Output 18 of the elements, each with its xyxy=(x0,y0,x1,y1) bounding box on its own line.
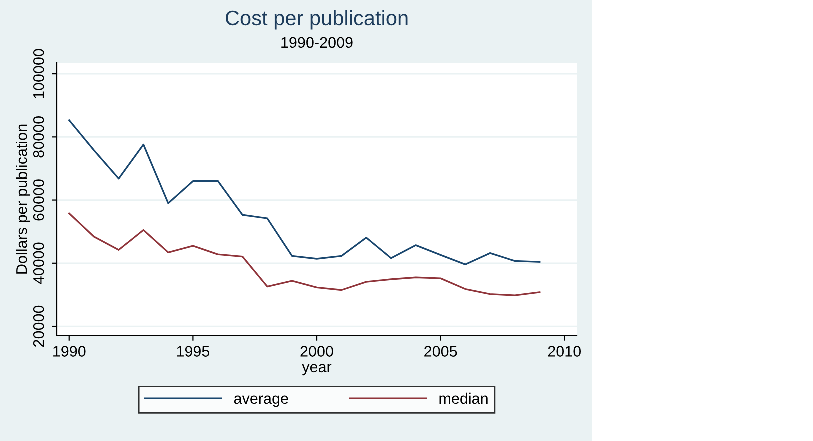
x-tick-label: 2000 xyxy=(300,346,334,357)
y-tick-label: 20000 xyxy=(33,306,44,348)
line-series xyxy=(68,120,541,266)
x-axis-title: year xyxy=(302,364,332,376)
chart-title: Cost per publication xyxy=(226,10,408,30)
y-axis-title: Dollars per publication xyxy=(16,124,30,274)
y-tick-label: 80000 xyxy=(33,116,44,158)
x-tick-label: 2010 xyxy=(548,346,582,357)
y-tick-label: 40000 xyxy=(33,242,44,284)
x-tick-label: 1995 xyxy=(177,346,210,357)
chart-subtitle: 1990-2009 xyxy=(282,37,353,48)
legend-label: median xyxy=(440,392,488,404)
y-tick-label: 100000 xyxy=(33,49,44,98)
line-series xyxy=(68,212,541,296)
y-tick-label: 60000 xyxy=(33,180,44,221)
x-tick-label: 1990 xyxy=(54,346,86,357)
legend-label: average xyxy=(234,396,288,408)
x-tick-label: 2005 xyxy=(424,346,458,357)
